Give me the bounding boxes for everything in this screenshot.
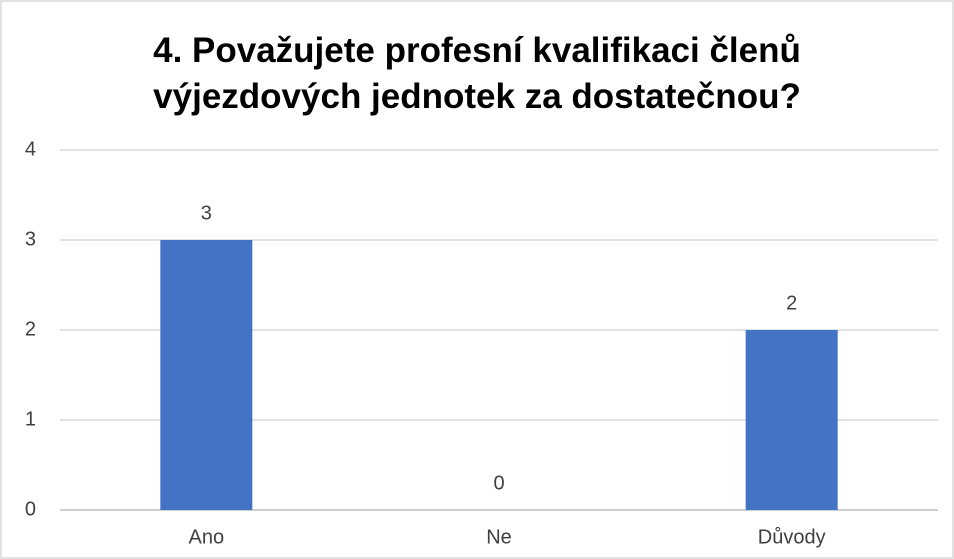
x-tick-label: Ne xyxy=(486,526,512,548)
data-label: 3 xyxy=(201,202,212,224)
chart-title: 4. Považujete profesní kvalifikaci členů… xyxy=(153,31,801,116)
bar xyxy=(745,330,838,510)
y-tick-label: 1 xyxy=(25,408,36,430)
data-label: 0 xyxy=(493,472,504,494)
y-tick-label: 4 xyxy=(25,138,36,160)
bar xyxy=(160,240,253,510)
y-tick-label: 0 xyxy=(25,498,36,520)
x-tick-label: Ano xyxy=(189,526,225,548)
data-label: 2 xyxy=(786,292,797,314)
y-tick-label: 3 xyxy=(25,228,36,250)
y-tick-label: 2 xyxy=(25,318,36,340)
x-tick-label: Důvody xyxy=(758,526,826,548)
